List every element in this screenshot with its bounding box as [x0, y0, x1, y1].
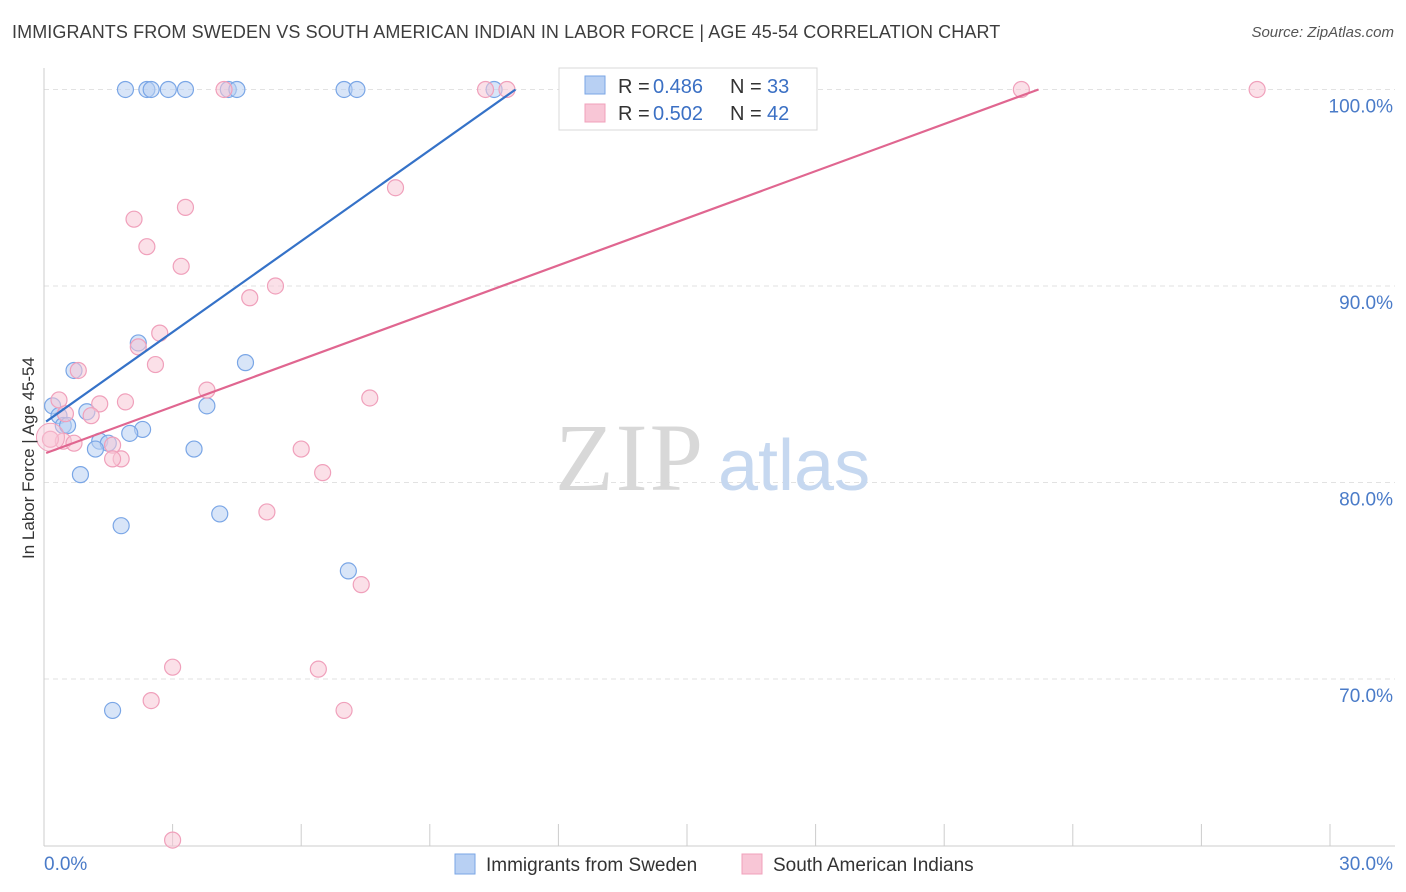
sai-point-10 — [172, 257, 190, 275]
sweden-point-27 — [211, 505, 229, 523]
chart-title: IMMIGRANTS FROM SWEDEN VS SOUTH AMERICAN… — [12, 22, 1001, 42]
sweden-point-3 — [159, 80, 177, 99]
bottom-legend-swatch-sweden — [454, 853, 476, 875]
sai-point-14 — [129, 338, 147, 356]
y-axis-label: In Labor Force | Age 45-54 — [19, 357, 38, 559]
sweden-point-4 — [176, 80, 195, 99]
watermark-zip: ZIP — [555, 404, 705, 511]
sweden-point-13 — [236, 354, 255, 372]
sai-point-9 — [138, 238, 156, 256]
sai-point-21 — [116, 393, 135, 411]
watermark-atlas: atlas — [718, 426, 870, 506]
x-tick-label-0: 0.0% — [44, 854, 87, 875]
legend-n-value-1: 33 — [767, 76, 789, 98]
sai-point-5 — [1248, 80, 1266, 99]
bottom-legend-label-sweden: Immigrants from Sweden — [486, 855, 697, 876]
x-tick-label-1: 30.0% — [1339, 854, 1393, 875]
y-tick-labels: 70.0% 80.0% 90.0% 100.0% — [1329, 96, 1394, 707]
sai-point-13 — [151, 324, 169, 342]
sai-point-20 — [91, 395, 109, 413]
sai-point-8 — [125, 210, 143, 228]
legend-r-label-2: R = — [618, 103, 650, 125]
sweden-point-14 — [198, 397, 216, 415]
sai-point-15 — [146, 355, 165, 374]
sweden-point-0 — [116, 80, 135, 99]
sai-point-30 — [314, 464, 332, 482]
sai-point-29 — [103, 450, 122, 468]
sweden-point-21 — [121, 424, 139, 442]
sai-point-18 — [361, 389, 379, 407]
bottom-legend-label-south-american-indians: South American Indians — [773, 855, 974, 876]
sai-point-27 — [292, 440, 310, 458]
sweden-point-8 — [348, 80, 366, 99]
bottom-legend: Immigrants from Sweden South American In… — [454, 853, 974, 876]
sai-point-37 — [164, 831, 182, 849]
legend-r-value-1: 0.486 — [653, 76, 703, 98]
grid-lines — [44, 88, 1395, 680]
sai-point-32 — [352, 576, 370, 594]
sai-point-34 — [309, 660, 327, 678]
legend-r-label-1: R = — [618, 76, 650, 98]
sweden-point-24 — [86, 440, 105, 458]
legend-n-label-1: N = — [730, 76, 762, 98]
sweden-point-28 — [112, 517, 130, 535]
legend-swatch-sweden — [584, 75, 606, 95]
legend-n-value-2: 42 — [767, 103, 789, 125]
legend-swatch-south-american-indians — [584, 103, 606, 123]
sweden-point-2 — [142, 80, 160, 99]
sai-point-19 — [50, 391, 68, 409]
sai-point-7 — [176, 198, 195, 216]
series-south-american-indians-points — [35, 80, 1266, 849]
sai-point-36 — [335, 701, 353, 720]
sai-point-11 — [266, 277, 285, 295]
watermark: ZIP atlas — [555, 404, 870, 511]
sweden-point-29 — [339, 562, 357, 580]
sai-point-6 — [386, 179, 405, 197]
sai-point-33 — [164, 658, 182, 676]
sai-point-22 — [82, 407, 100, 425]
sweden-point-30 — [103, 701, 122, 720]
source-label: Source: ZipAtlas.com — [1251, 24, 1394, 41]
trend-line-sweden — [45, 88, 517, 423]
sai-point-1 — [476, 80, 495, 99]
sai-point-16 — [69, 361, 87, 380]
y-tick-label-1: 80.0% — [1339, 489, 1393, 510]
axes — [43, 68, 1395, 847]
sai-point-0 — [215, 80, 233, 99]
legend-r-value-2: 0.502 — [653, 103, 703, 125]
y-tick-label-0: 70.0% — [1339, 686, 1393, 707]
x-tick-labels: 0.0% 30.0% — [44, 854, 1393, 875]
legend-n-label-2: N = — [730, 103, 762, 125]
y-tick-label-3: 100.0% — [1329, 96, 1394, 117]
sai-point-35 — [142, 691, 160, 710]
sweden-point-26 — [71, 466, 90, 484]
sai-point-38 — [41, 430, 60, 448]
bottom-legend-swatch-south-american-indians — [741, 853, 763, 875]
sai-point-31 — [258, 503, 276, 521]
trend-lines — [45, 88, 1039, 455]
trend-line-south-american-indians — [45, 88, 1039, 455]
legend: R = 0.486 N = 33 R = 0.502 N = 42 — [558, 67, 818, 131]
y-tick-label-2: 90.0% — [1339, 293, 1393, 314]
sweden-point-25 — [185, 440, 203, 458]
sai-point-12 — [241, 289, 259, 307]
